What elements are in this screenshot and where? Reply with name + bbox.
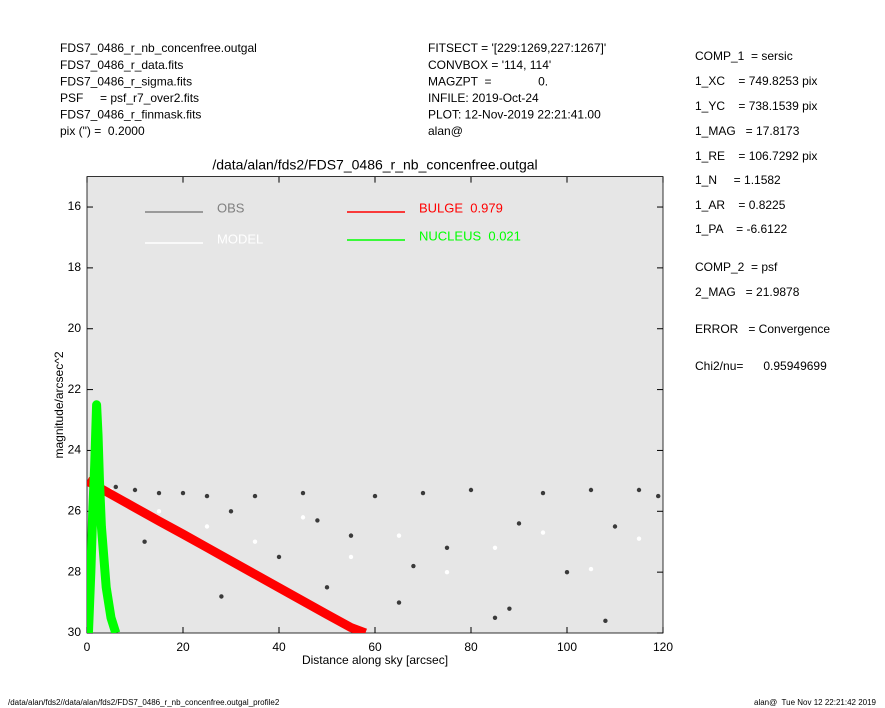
fit-parameter: 1_RE = 106.7292 pix <box>695 149 817 163</box>
y-tick-label: 24 <box>68 443 82 457</box>
header-left-line: FDS7_0486_r_finmask.fits <box>60 108 201 122</box>
y-tick-label: 26 <box>68 503 82 517</box>
data-point <box>444 569 450 575</box>
x-tick-label: 60 <box>368 640 382 654</box>
x-tick-label: 0 <box>84 640 91 654</box>
data-point <box>300 515 306 520</box>
y-tick-label: 16 <box>68 199 82 213</box>
fit-parameter: 1_MAG = 17.8173 <box>695 124 800 138</box>
y-tick-label: 30 <box>68 625 82 639</box>
fit-parameter: ERROR = Convergence <box>695 322 830 336</box>
footer-path: /data/alan/fds2//data/alan/fds2/FDS7_048… <box>8 698 280 707</box>
x-axis-label: Distance along sky [arcsec] <box>302 653 448 667</box>
x-tick-label: 40 <box>272 640 286 654</box>
data-point <box>540 490 546 496</box>
header-middle-line: CONVBOX = '114, 114' <box>428 58 551 72</box>
data-point <box>636 536 642 541</box>
chart-title: /data/alan/fds2/FDS7_0486_r_nb_concenfre… <box>212 157 537 173</box>
header-left-line: pix (") = 0.2000 <box>60 124 145 138</box>
data-point <box>324 585 330 590</box>
data-point <box>348 554 354 560</box>
y-tick-label: 20 <box>68 321 82 335</box>
plot-area <box>86 176 664 634</box>
header-left-line: FDS7_0486_r_sigma.fits <box>60 74 192 88</box>
data-point <box>204 524 210 529</box>
y-axis-label: magnitude/arcsec^2 <box>52 351 66 458</box>
data-point <box>372 493 378 499</box>
legend-label: BULGE 0.979 <box>419 200 503 215</box>
data-point <box>219 594 224 599</box>
x-tick-label: 100 <box>557 640 577 654</box>
header-left-line: FDS7_0486_r_nb_concenfree.outgal <box>60 41 257 55</box>
data-point <box>180 490 186 496</box>
data-point <box>492 615 498 620</box>
header-middle-line: MAGZPT = 0. <box>428 74 548 88</box>
fit-parameter: 1_PA = -6.6122 <box>695 222 788 236</box>
data-point <box>252 493 258 499</box>
data-point <box>588 566 594 572</box>
header-middle-line: alan@ <box>428 124 463 138</box>
data-point <box>276 554 282 560</box>
y-tick-label: 18 <box>68 260 82 274</box>
header-middle-line: INFILE: 2019-Oct-24 <box>428 91 539 105</box>
fit-parameter: Chi2/nu= 0.95949699 <box>695 359 827 373</box>
x-tick-label: 120 <box>653 640 673 654</box>
legend-label: MODEL <box>217 231 263 246</box>
data-point <box>252 539 258 544</box>
fit-parameter: 1_YC = 738.1539 pix <box>695 99 817 113</box>
header-middle-line: PLOT: 12-Nov-2019 22:21:41.00 <box>428 108 601 122</box>
data-point <box>142 539 147 544</box>
data-point <box>492 545 498 551</box>
data-point <box>348 533 354 538</box>
data-point <box>396 600 402 605</box>
data-point <box>507 606 512 611</box>
fit-parameter: COMP_1 = sersic <box>695 49 793 63</box>
data-point <box>132 487 138 493</box>
data-point <box>540 530 546 535</box>
header-middle-line: FITSECT = '[229:1269,227:1267]' <box>428 41 606 55</box>
profile-band <box>87 400 121 633</box>
data-point <box>468 487 474 493</box>
data-point <box>156 490 162 496</box>
data-point <box>315 518 320 523</box>
data-layer <box>87 400 661 633</box>
footer-stamp: alan@ Tue Nov 12 22:21:42 2019 <box>754 698 877 707</box>
data-point <box>588 487 594 493</box>
fit-parameter: 1_AR = 0.8225 <box>695 198 786 212</box>
data-point <box>656 493 661 499</box>
fit-parameter: 1_N = 1.1582 <box>695 173 781 187</box>
fit-parameter: 2_MAG = 21.9878 <box>695 285 800 299</box>
data-point <box>612 524 618 529</box>
data-point <box>603 618 608 624</box>
data-point <box>204 493 210 499</box>
profile-band <box>87 476 367 633</box>
fit-parameter: 1_XC = 749.8253 pix <box>695 74 817 88</box>
fit-parameter: COMP_2 = psf <box>695 260 778 274</box>
y-tick-label: 28 <box>68 564 82 578</box>
header-left-line: FDS7_0486_r_data.fits <box>60 58 183 72</box>
x-tick-label: 20 <box>176 640 190 654</box>
data-point <box>444 545 450 551</box>
x-tick-label: 80 <box>464 640 478 654</box>
data-point <box>420 490 426 496</box>
data-point <box>516 521 522 526</box>
y-tick-label: 22 <box>68 382 82 396</box>
data-point <box>228 509 234 514</box>
data-point <box>156 509 162 514</box>
data-point <box>396 533 402 538</box>
header-left-line: PSF = psf_r7_over2.fits <box>60 91 199 105</box>
data-point <box>636 487 642 493</box>
data-point <box>411 563 416 569</box>
data-point <box>300 490 306 496</box>
legend-label: NUCLEUS 0.021 <box>419 228 521 243</box>
data-point <box>113 484 119 490</box>
data-point <box>564 569 570 575</box>
legend-label: OBS <box>217 200 245 215</box>
